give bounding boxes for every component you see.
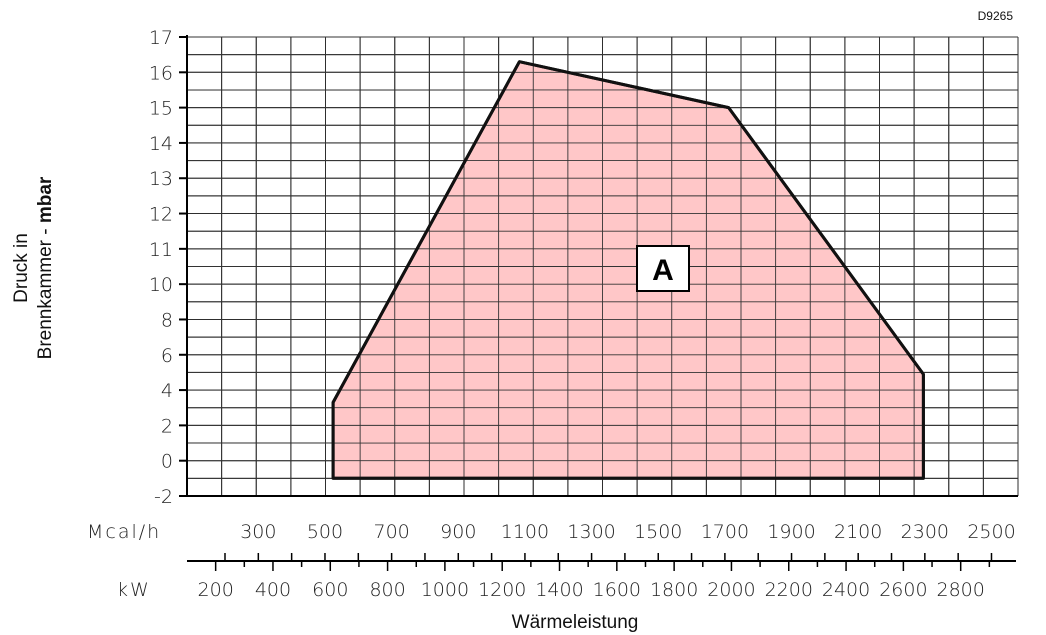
y-axis-label-line1: Druck in — [11, 233, 32, 303]
y-tick-label: -2 — [154, 486, 173, 508]
y-axis-label-line2: Brennkammer - mbar — [35, 176, 56, 359]
kw-tick-label: 2600 — [879, 579, 927, 601]
mcal-tick-label: 700 — [373, 521, 409, 543]
kw-tick-label: 1800 — [650, 579, 698, 601]
mcal-axis: 300 500 700 900 1100 1300 1500 1700 1900 2100 2300… — [240, 521, 1015, 543]
kw-axis-label: kW — [117, 579, 151, 601]
y-tick-label: 6 — [161, 345, 173, 367]
y-tick-label: 0 — [161, 451, 173, 473]
kw-tick-label: 1400 — [535, 579, 583, 601]
mcal-tick-label: 900 — [440, 521, 476, 543]
y-tick-label: 2 — [161, 415, 173, 437]
kw-tick-label: 600 — [312, 579, 348, 601]
operating-region-outline — [331, 60, 925, 480]
region-label-box — [636, 245, 690, 292]
y-axis-label-text: Brennkammer - — [35, 223, 56, 359]
y-tick-label: 4 — [161, 380, 173, 402]
kw-tick-label: 2000 — [707, 579, 755, 601]
kw-tick-label: 400 — [255, 579, 291, 601]
mcal-axis-label: Mcal/h — [87, 521, 161, 543]
kw-tick-label: 2200 — [765, 579, 813, 601]
kw-axis: 200 400 600 800 1000 1200 1400 1600 1800 2000 2200… — [187, 553, 1016, 601]
y-tick-label: 14 — [149, 133, 173, 155]
region-label: A — [652, 254, 674, 287]
mcal-tick-label: 2500 — [967, 521, 1015, 543]
kw-tick-label: 2800 — [937, 579, 985, 601]
mcal-tick-label: 1900 — [767, 521, 815, 543]
y-tick-label: 10 — [149, 274, 173, 296]
kw-tick-label: 800 — [369, 579, 405, 601]
mcal-tick-label: 1300 — [567, 521, 615, 543]
y-tick-label: 11 — [149, 239, 173, 261]
x-axis-label: Wärmeleistung — [512, 612, 639, 633]
y-axis-unit: mbar — [35, 176, 56, 223]
kw-tick-label: 1600 — [593, 579, 641, 601]
mcal-tick-label: 2300 — [901, 521, 949, 543]
y-tick-label: 17 — [149, 27, 173, 49]
mcal-tick-label: 300 — [240, 521, 276, 543]
y-tick-label: 16 — [149, 62, 173, 84]
operating-region — [331, 60, 925, 480]
y-tick-label: 13 — [149, 168, 173, 190]
plot-frame — [186, 35, 1018, 497]
kw-tick-label: 1000 — [421, 579, 469, 601]
chart-code: D9265 — [978, 9, 1014, 23]
mcal-tick-label: 1700 — [701, 521, 749, 543]
kw-tick-label: 2400 — [822, 579, 870, 601]
mcal-tick-label: 2100 — [834, 521, 882, 543]
y-tick-label: 12 — [149, 204, 173, 226]
mcal-tick-label: 500 — [307, 521, 343, 543]
y-tick-label: 15 — [149, 98, 173, 120]
kw-tick-label: 1200 — [478, 579, 526, 601]
mcal-tick-label: 1100 — [501, 521, 549, 543]
y-tick-label: 8 — [161, 309, 173, 331]
y-tick-labels: -2 0 2 4 6 8 10 11 12 13 14 15 16 17 — [149, 27, 187, 508]
kw-tick-label: 200 — [198, 579, 234, 601]
mcal-tick-label: 1500 — [634, 521, 682, 543]
